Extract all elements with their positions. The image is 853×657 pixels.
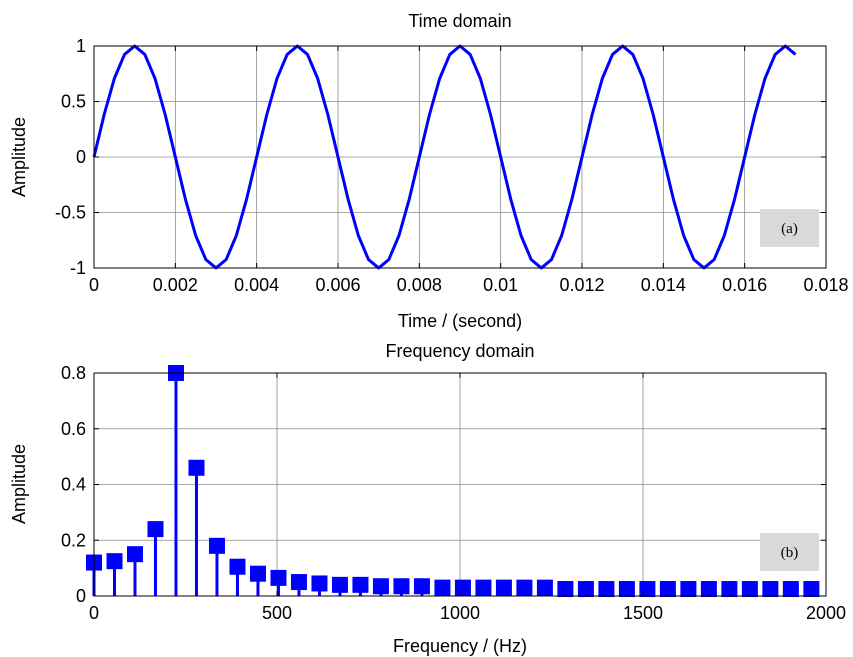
- frequency-chart-title: Frequency domain: [385, 341, 534, 361]
- frequency-marker: [352, 576, 369, 593]
- frequency-marker: [106, 553, 123, 570]
- time-x-tick-label: 0.016: [722, 275, 767, 295]
- frequency-marker: [782, 581, 799, 598]
- frequency-marker: [475, 579, 492, 596]
- frequency-marker: [495, 579, 512, 596]
- frequency-y-tick-label: 0.4: [61, 475, 86, 495]
- frequency-panel-tag: (b): [781, 545, 799, 561]
- frequency-marker: [147, 521, 164, 538]
- frequency-y-tick-label: 0: [76, 586, 86, 606]
- frequency-series: [86, 365, 820, 598]
- time-x-tick-label: 0: [89, 275, 99, 295]
- time-series-line: [92, 44, 797, 270]
- frequency-marker: [188, 459, 205, 476]
- frequency-marker: [331, 576, 348, 593]
- frequency-marker: [700, 581, 717, 598]
- frequency-marker: [618, 581, 635, 598]
- time-y-tick-label: -1: [70, 258, 86, 278]
- frequency-marker: [270, 569, 287, 586]
- time-x-tick-label: 0.014: [641, 275, 686, 295]
- frequency-marker: [536, 579, 553, 596]
- frequency-marker: [577, 581, 594, 598]
- frequency-marker: [229, 558, 246, 575]
- time-y-tick-label: 1: [76, 36, 86, 56]
- frequency-x-tick-label: 1500: [623, 603, 663, 623]
- frequency-y-tick-label: 0.2: [61, 530, 86, 550]
- time-x-tick-label: 0.006: [315, 275, 360, 295]
- frequency-y-tick-label: 0.8: [61, 363, 86, 383]
- frequency-marker: [659, 581, 676, 598]
- time-y-tick-label: 0: [76, 147, 86, 167]
- frequency-marker: [413, 578, 430, 595]
- time-x-tick-label: 0.018: [803, 275, 848, 295]
- frequency-marker: [290, 574, 307, 591]
- time-x-tick-label: 0.012: [559, 275, 604, 295]
- frequency-marker: [557, 581, 574, 598]
- frequency-marker: [208, 537, 225, 554]
- time-x-axis-label: Time / (second): [398, 311, 522, 331]
- time-panel-tag-box: [760, 209, 819, 247]
- frequency-x-tick-label: 0: [89, 603, 99, 623]
- frequency-marker: [311, 575, 328, 592]
- frequency-marker: [680, 581, 697, 598]
- time-x-tick-label: 0.002: [153, 275, 198, 295]
- frequency-panel-tag-box: [760, 533, 819, 571]
- time-y-tick-label: -0.5: [55, 203, 86, 223]
- frequency-y-tick-label: 0.6: [61, 419, 86, 439]
- frequency-marker: [598, 581, 615, 598]
- frequency-marker: [721, 581, 738, 598]
- frequency-marker: [434, 579, 451, 596]
- frequency-marker: [516, 579, 533, 596]
- frequency-marker: [762, 581, 779, 598]
- frequency-marker: [126, 546, 143, 563]
- time-y-axis-label: Amplitude: [9, 117, 29, 197]
- frequency-marker: [741, 581, 758, 598]
- frequency-x-tick-label: 500: [262, 603, 292, 623]
- frequency-marker: [454, 579, 471, 596]
- frequency-marker: [249, 565, 266, 582]
- time-x-tick-label: 0.008: [397, 275, 442, 295]
- time-panel-tag: (a): [781, 221, 798, 237]
- frequency-marker: [803, 581, 820, 598]
- frequency-x-tick-label: 2000: [806, 603, 846, 623]
- time-series: [92, 44, 797, 270]
- time-x-tick-label: 0.01: [483, 275, 518, 295]
- frequency-domain-panel: 0 500 1000 1500 2000 0 0.2 0.4 0.6 0.8 Frequency …: [9, 341, 846, 656]
- time-ticks: 0 0.002 0.004 0.006 0.008 0.01 0.012 0.014 0.016…: [55, 36, 849, 295]
- time-x-tick-label: 0.004: [234, 275, 279, 295]
- frequency-y-axis-label: Amplitude: [9, 444, 29, 524]
- time-domain-panel: 0 0.002 0.004 0.006 0.008 0.01 0.012 0.014 0.016…: [9, 11, 849, 331]
- frequency-x-tick-label: 1000: [440, 603, 480, 623]
- frequency-marker: [393, 578, 410, 595]
- frequency-ticks: 0 500 1000 1500 2000 0 0.2 0.4 0.6 0.8: [61, 363, 846, 623]
- time-chart-title: Time domain: [408, 11, 511, 31]
- frequency-x-axis-label: Frequency / (Hz): [393, 636, 527, 656]
- time-y-tick-label: 0.5: [61, 92, 86, 112]
- frequency-marker: [372, 578, 389, 595]
- frequency-marker: [639, 581, 656, 598]
